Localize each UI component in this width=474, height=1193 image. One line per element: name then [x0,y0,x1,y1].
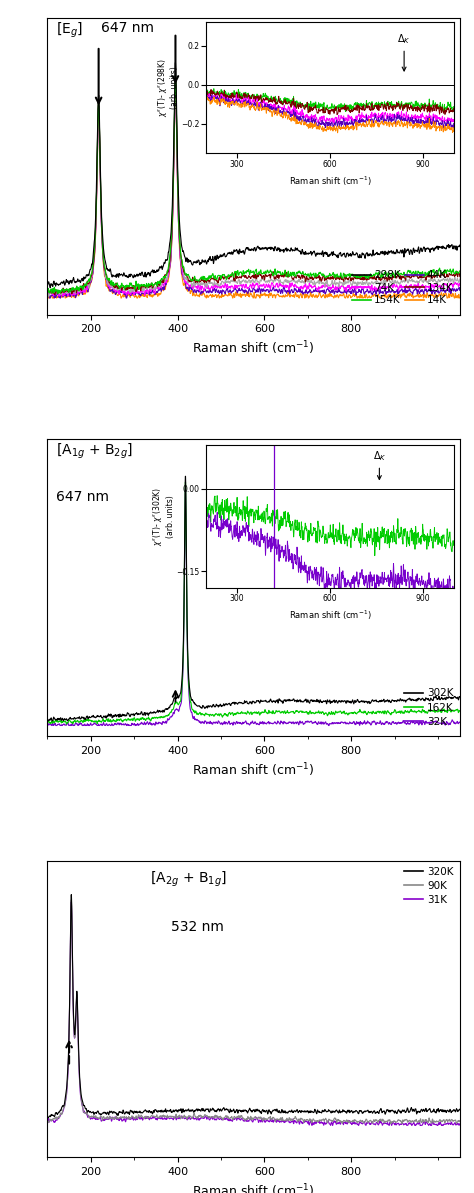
X-axis label: Raman shift (cm$^{-1}$): Raman shift (cm$^{-1}$) [192,340,315,358]
Legend: 302K, 162K, 32K: 302K, 162K, 32K [403,687,455,728]
Text: [E$_g$]: [E$_g$] [55,20,83,41]
Text: [A$_{1g}$ + B$_{2g}$]: [A$_{1g}$ + B$_{2g}$] [55,443,133,462]
Legend: 298K, 74K, 154K, 44K, 134K, 14K: 298K, 74K, 154K, 44K, 134K, 14K [351,270,455,307]
Text: 104K: 104K [319,106,346,117]
X-axis label: Raman shift (cm$^{-1}$): Raman shift (cm$^{-1}$) [192,761,315,779]
X-axis label: Raman shift (cm$^{-1}$): Raman shift (cm$^{-1}$) [192,1182,315,1193]
Text: [A$_{2g}$ + B$_{1g}$]: [A$_{2g}$ + B$_{1g}$] [151,870,228,889]
Text: 532 nm: 532 nm [171,920,224,934]
Text: 647 nm: 647 nm [55,489,109,503]
Text: 647 nm: 647 nm [101,20,154,35]
Legend: 320K, 90K, 31K: 320K, 90K, 31K [403,866,455,907]
